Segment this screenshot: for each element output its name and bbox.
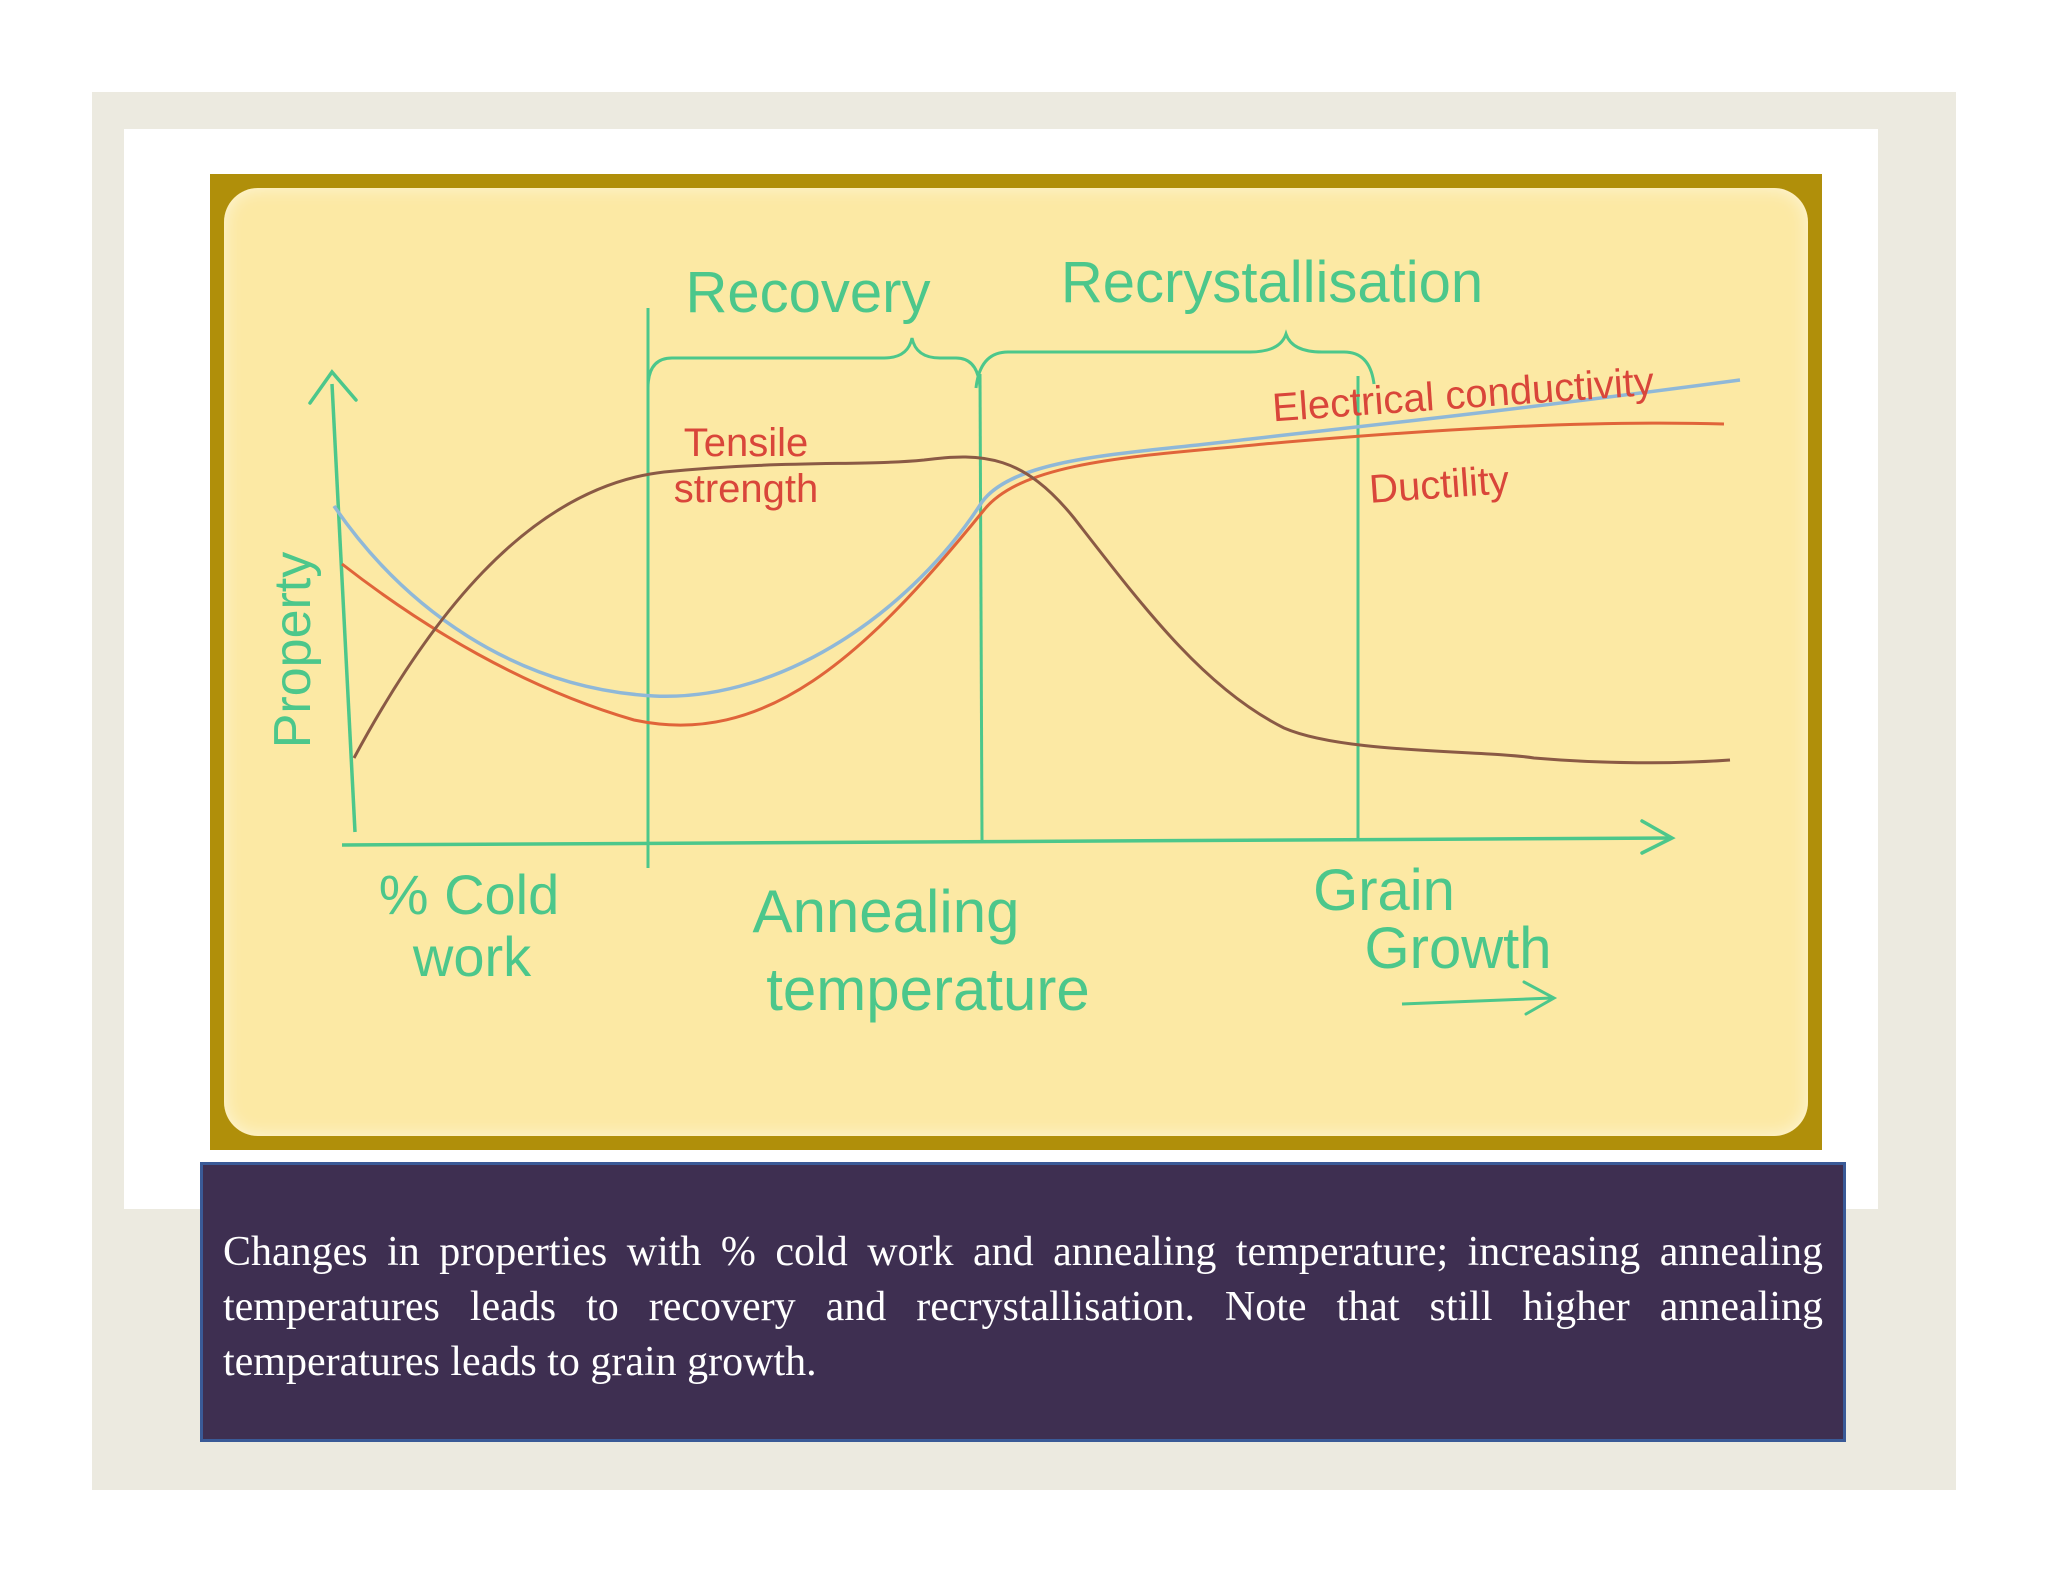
cold-work-label-line1: % Cold [379,863,560,926]
tensile-strength-curve [352,455,1731,765]
recovery-brace [646,337,982,389]
y-axis [330,383,357,833]
figure-frame: Recovery Recrystallisation Property % Co… [210,174,1822,1150]
annealing-label-line1: Annealing [753,878,1020,945]
grain-label-line1: Grain [1313,858,1455,923]
figure-canvas: Recovery Recrystallisation Property % Co… [224,188,1808,1136]
ductility-curve [341,421,1725,727]
recovery-label: Recovery [686,260,931,325]
recrystallisation-brace [974,329,1376,389]
x-axis [341,836,1673,847]
y-axis-label: Property [264,552,322,749]
electrical-conductivity-label: Electrical conductivity [1271,360,1656,431]
electrical-conductivity-curve [332,378,1741,698]
tensile-strength-label-line2: strength [674,467,819,511]
caption-box: Changes in properties with % cold work a… [200,1162,1846,1442]
ductility-label: Ductility [1368,458,1511,512]
grain-label-line2: Growth [1365,916,1552,981]
caption-text: Changes in properties with % cold work a… [223,1229,1823,1385]
annealing-label-line2: temperature [766,956,1090,1023]
annealing-arrowhead [1522,980,1558,1016]
y-axis-arrowhead [308,369,358,405]
property-diagram: Recovery Recrystallisation Property % Co… [264,250,1741,1023]
tensile-strength-label-line1: Tensile [684,421,809,465]
recrystallisation-label: Recrystallisation [1061,250,1483,315]
annealing-arrow [1401,996,1553,1006]
boundary-line-recrystallisation-start [978,373,984,841]
cold-work-label-line2: work [412,925,532,988]
x-axis-arrowhead [1640,819,1676,855]
